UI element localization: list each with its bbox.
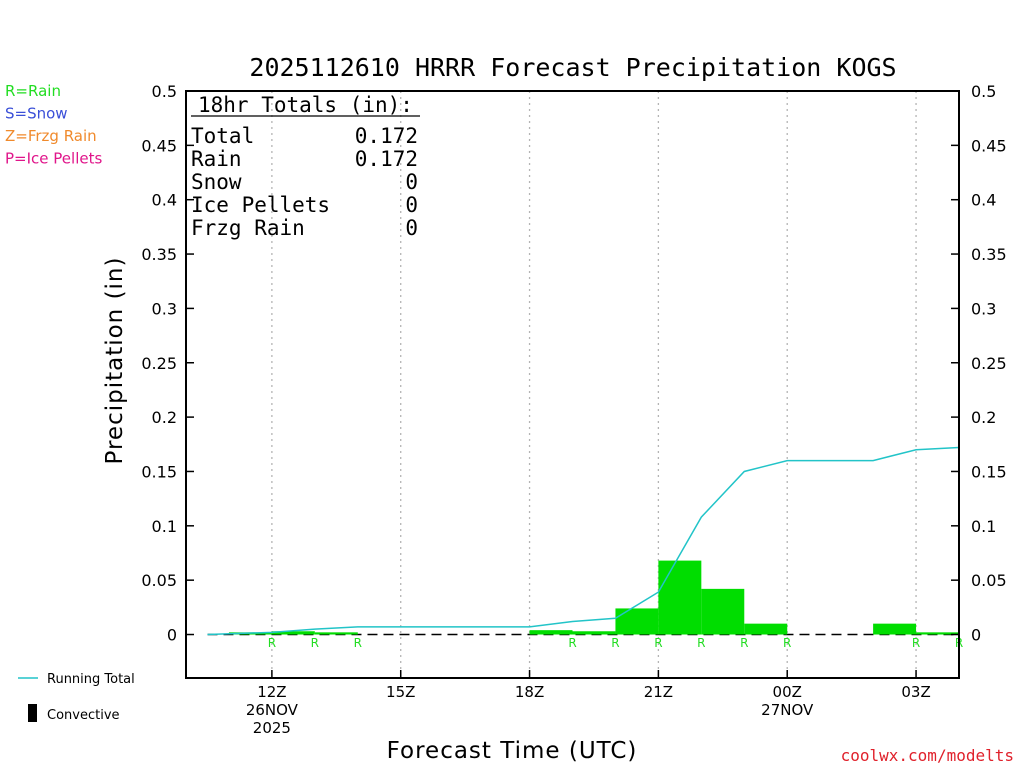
y-tick-label: 0.1 (152, 517, 177, 536)
precip-type-label: R (912, 636, 920, 650)
y-tick-label: 0.05 (971, 571, 1007, 590)
y-tick-label: 0.45 (971, 136, 1007, 155)
x-tick-label: 15Z (386, 683, 415, 701)
y-tick-label: 0 (971, 626, 981, 645)
y-tick-label: 0.3 (971, 299, 996, 318)
precip-type-label: R (568, 636, 576, 650)
totals-row-value: 0 (405, 193, 418, 217)
plot-frame (185, 90, 960, 679)
y-axis-label: Precipitation (in) (102, 257, 128, 465)
bar (658, 560, 702, 635)
y-tick-label: 0.35 (141, 245, 177, 264)
grid-lines (207, 91, 959, 678)
y-tick-label: 0.25 (971, 354, 1007, 373)
totals-row-value: 0 (405, 216, 418, 240)
y-tick-label: 0.5 (152, 82, 177, 101)
chart-title: 2025112610 HRRR Forecast Precipitation K… (249, 53, 896, 82)
totals-row-value: 0.172 (355, 124, 418, 148)
totals-row-label: Total (191, 124, 254, 148)
bar (916, 632, 959, 635)
type-legend-entry: Z=Frzg Rain (5, 127, 97, 145)
type-legend-entry: R=Rain (5, 82, 61, 100)
precip-type-label: R (354, 636, 362, 650)
totals-row-label: Rain (191, 147, 242, 171)
precip-type-label: R (783, 636, 791, 650)
totals-row-label: Snow (191, 170, 242, 194)
bar-series (228, 560, 959, 635)
precip-type-legend: R=Rain S=Snow Z=Frzg Rain P=Ice Pellets (5, 82, 102, 168)
bar (572, 631, 616, 635)
y-tick-label: 0.15 (971, 462, 1007, 481)
x-tick-label: 12Z (257, 683, 286, 701)
type-legend-entry: S=Snow (5, 105, 68, 123)
running-total-legend-label: Running Total (47, 672, 135, 687)
x-tick-label: 2025 (253, 719, 291, 737)
bar (744, 623, 788, 635)
y-tick-label: 0.1 (971, 517, 996, 536)
x-tick-label: 03Z (901, 683, 930, 701)
precip-type-label: R (654, 636, 662, 650)
x-tick-label: 21Z (644, 683, 673, 701)
y-tick-label: 0.3 (152, 299, 177, 318)
y-tick-label: 0.05 (141, 571, 177, 590)
bar (271, 631, 315, 635)
y-tick-label: 0.25 (141, 354, 177, 373)
precip-type-label: R (268, 636, 276, 650)
y-tick-label: 0.2 (152, 408, 177, 427)
y-tick-label: 0.2 (971, 408, 996, 427)
convective-legend-swatch (28, 704, 37, 722)
bar (314, 632, 358, 635)
totals-header: 18hr Totals (in): (198, 93, 413, 117)
y-tick-label: 0.15 (141, 462, 177, 481)
totals-row-value: 0 (405, 170, 418, 194)
type-legend-entry: P=Ice Pellets (5, 150, 102, 168)
y-axis-left: 0 0.05 0.1 0.15 0.2 0.25 0.3 0.35 0.4 0.45 0.5 (141, 82, 194, 645)
totals-box: 18hr Totals (in): Total 0.172 Rain 0.172 Snow… (191, 93, 420, 240)
convective-legend-label: Convective (47, 708, 120, 723)
y-axis-right: 0 0.05 0.1 0.15 0.2 0.25 0.3 0.35 0.4 0.45 0.5 (951, 82, 1007, 645)
y-tick-label: 0.35 (971, 245, 1007, 264)
totals-row-label: Ice Pellets (191, 193, 330, 217)
running-total-line (207, 446, 960, 636)
running-total-series (207, 446, 960, 636)
y-tick-label: 0.45 (141, 136, 177, 155)
totals-row-label: Frzg Rain (191, 216, 305, 240)
precip-type-label: R (311, 636, 319, 650)
bar (529, 630, 573, 635)
precip-type-label: R (611, 636, 619, 650)
y-tick-label: 0.4 (152, 191, 177, 210)
y-tick-label: 0.4 (971, 191, 996, 210)
series-legend: Running Total Convective (18, 672, 135, 723)
x-tick-label: 27NOV (761, 701, 814, 719)
x-tick-label: 00Z (773, 683, 802, 701)
x-tick-label: 18Z (515, 683, 544, 701)
precip-type-label: R (740, 636, 748, 650)
precip-type-label: R (697, 636, 705, 650)
y-tick-label: 0.5 (971, 82, 996, 101)
y-tick-label: 0 (167, 626, 177, 645)
bar (701, 588, 745, 635)
x-axis-label: Forecast Time (UTC) (387, 738, 638, 764)
bar (615, 608, 659, 635)
totals-row-value: 0.172 (355, 147, 418, 171)
bar (873, 623, 917, 635)
x-tick-label: 26NOV (246, 701, 299, 719)
credit-text: coolwx.com/modelts (841, 746, 1014, 765)
